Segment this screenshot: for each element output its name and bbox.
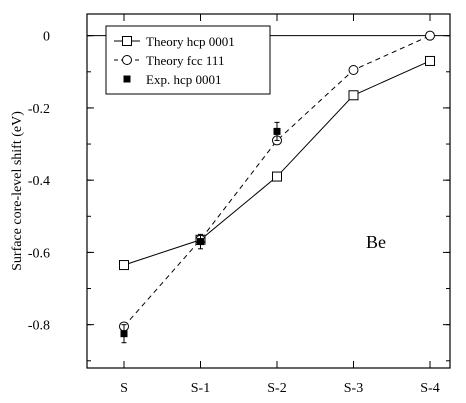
axes: 0 -0.2 -0.4 -0.6 -0.8 S S-1 S-2 S-3 S-4	[28, 13, 451, 396]
y-axis-label: Surface core-level shift (eV)	[10, 111, 25, 271]
x-tick-label: S-3	[344, 381, 363, 396]
point-exp-hcp	[273, 127, 281, 135]
series-line-theory-fcc	[123, 35, 431, 327]
y-tick-label: -0.6	[28, 246, 50, 261]
legend-marker-theory-fcc	[122, 55, 132, 65]
point-theory-fcc	[348, 64, 359, 75]
x-tick-label: S	[120, 381, 128, 396]
point-exp-hcp	[120, 330, 128, 338]
point-theory-fcc	[425, 30, 435, 41]
point-exp-hcp	[197, 238, 204, 246]
point-theory-hcp	[272, 171, 282, 182]
point-theory-hcp	[425, 55, 435, 66]
legend-marker-theory-hcp	[122, 36, 132, 46]
legend-label-theory-fcc: Theory fcc 111	[146, 53, 224, 68]
legend-marker-exp-hcp	[123, 75, 131, 83]
y-axis-label-group: Surface core-level shift (eV)	[10, 111, 25, 271]
legend-label-theory-hcp: Theory hcp 0001	[146, 34, 235, 49]
x-tick-label: S-2	[267, 381, 286, 396]
x-tick-label: S-4	[420, 381, 439, 396]
plot-frame	[86, 13, 451, 369]
x-tick-label: S-1	[191, 381, 210, 396]
series-group	[119, 30, 435, 344]
point-theory-hcp	[348, 90, 359, 101]
legend-box	[105, 25, 271, 95]
legend: Theory hcp 0001 Theory fcc 111 Exp. hcp 00…	[105, 25, 271, 95]
y-tick-label: -0.8	[28, 319, 50, 334]
chart-annotation: Be	[366, 232, 386, 252]
y-tick-label: 0	[43, 30, 50, 45]
y-tick-label: -0.4	[28, 174, 50, 189]
y-tick-label: -0.2	[28, 102, 50, 117]
point-theory-hcp	[119, 260, 129, 271]
legend-label-exp-hcp: Exp. hcp 0001	[146, 72, 221, 87]
